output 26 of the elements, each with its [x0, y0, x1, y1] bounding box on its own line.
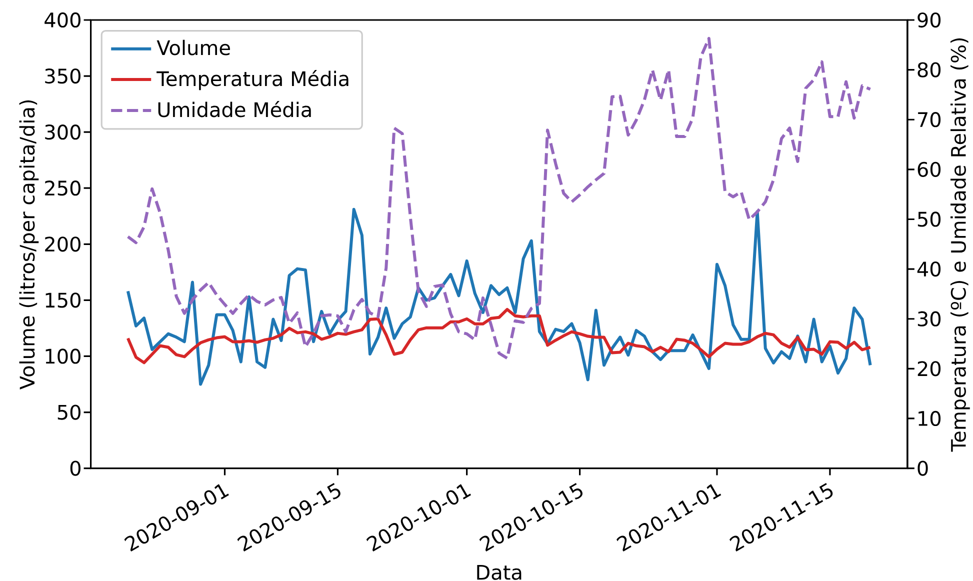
- legend-label: Volume: [156, 40, 230, 56]
- y2-tick-label: 50: [918, 212, 941, 227]
- x-axis-title: Data: [477, 565, 522, 580]
- y2-axis-title: Temperatura (ºC) e Umidade Relativa (%): [950, 38, 970, 452]
- y2-tick-label: 60: [918, 162, 941, 177]
- y-tick-label: 300: [45, 124, 80, 140]
- y-tick-label: 50: [58, 404, 80, 420]
- y2-tick-label: 80: [918, 62, 941, 78]
- y-tick-label: 250: [45, 180, 80, 196]
- y2-tick-label: 40: [917, 261, 941, 277]
- y2-tick-label: 20: [918, 361, 941, 376]
- line-series: [126, 36, 872, 360]
- y-tick-label: 400: [44, 12, 80, 28]
- y2-tick-label: 90: [918, 12, 941, 28]
- y-tick-label: 350: [45, 68, 80, 84]
- y-tick-label: 200: [45, 236, 80, 252]
- y2-tick-label: 0: [918, 460, 928, 476]
- legend-label: Temperatura Média: [156, 70, 348, 90]
- y-axis-title: Volume (litros/per capita/dia): [19, 100, 39, 390]
- y2-tick-label: 70: [918, 112, 941, 128]
- legend-label: Umidade Média: [158, 100, 311, 118]
- y2-tick-label: 30: [918, 311, 941, 326]
- y-tick-label: 0: [70, 460, 80, 476]
- y-tick-label: 100: [46, 348, 80, 364]
- y2-tick-label: 10: [918, 410, 941, 426]
- y-tick-label: 150: [46, 292, 80, 308]
